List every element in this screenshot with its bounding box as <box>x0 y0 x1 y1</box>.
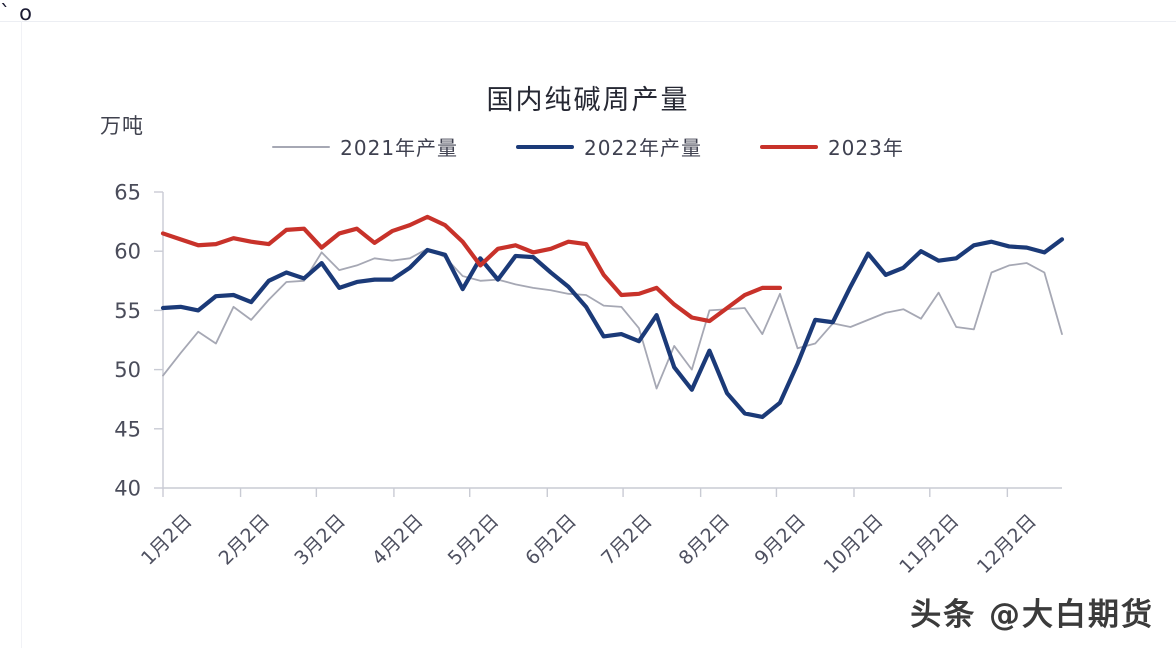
x-tick-label: 10月2日 <box>819 510 887 578</box>
x-tick-group: 1月2日 2月2日 3月2日 4月2日 5月2日 6月2日 7月2日 8月2日 9月2日 10月2… <box>137 488 1041 578</box>
x-tick-label: 12月2日 <box>973 510 1041 578</box>
page-edge-left-divider <box>21 21 22 648</box>
x-tick-label: 3月2日 <box>290 510 350 570</box>
watermark: 头条 @大白期货 <box>910 597 1154 633</box>
series-group <box>160 214 1065 420</box>
y-tick-label: 40 <box>114 477 141 501</box>
x-tick-label: 8月2日 <box>675 510 735 570</box>
series-line-2021年产量 <box>162 247 1063 390</box>
y-tick-label: 55 <box>114 299 141 323</box>
page-edge-top-divider <box>0 21 1176 22</box>
y-tick-label: 50 <box>114 358 141 382</box>
x-tick-label: 4月2日 <box>368 510 428 570</box>
y-tick-group: 40 45 50 55 60 65 <box>114 181 163 501</box>
y-tick-label: 65 <box>114 181 141 205</box>
x-tick-label: 11月2日 <box>895 510 963 578</box>
series-line-2022年产量 <box>160 237 1065 420</box>
x-tick-label: 6月2日 <box>521 510 581 570</box>
scan-artifact-glyph: ` o <box>0 1 34 25</box>
chart-title: 国内纯碱周产量 <box>486 85 690 116</box>
x-tick-label: 1月2日 <box>137 510 197 570</box>
axis-group <box>162 192 1062 489</box>
x-tick-label: 7月2日 <box>597 510 657 570</box>
y-axis-unit-label: 万吨 <box>100 114 144 138</box>
series-line-2023年 <box>160 214 783 324</box>
x-tick-label: 9月2日 <box>750 510 810 570</box>
axis-spines <box>162 192 1062 489</box>
y-tick-label: 60 <box>114 240 141 264</box>
y-tick-label: 45 <box>114 417 141 441</box>
x-tick-label: 5月2日 <box>444 510 504 570</box>
x-tick-label: 2月2日 <box>215 510 275 570</box>
